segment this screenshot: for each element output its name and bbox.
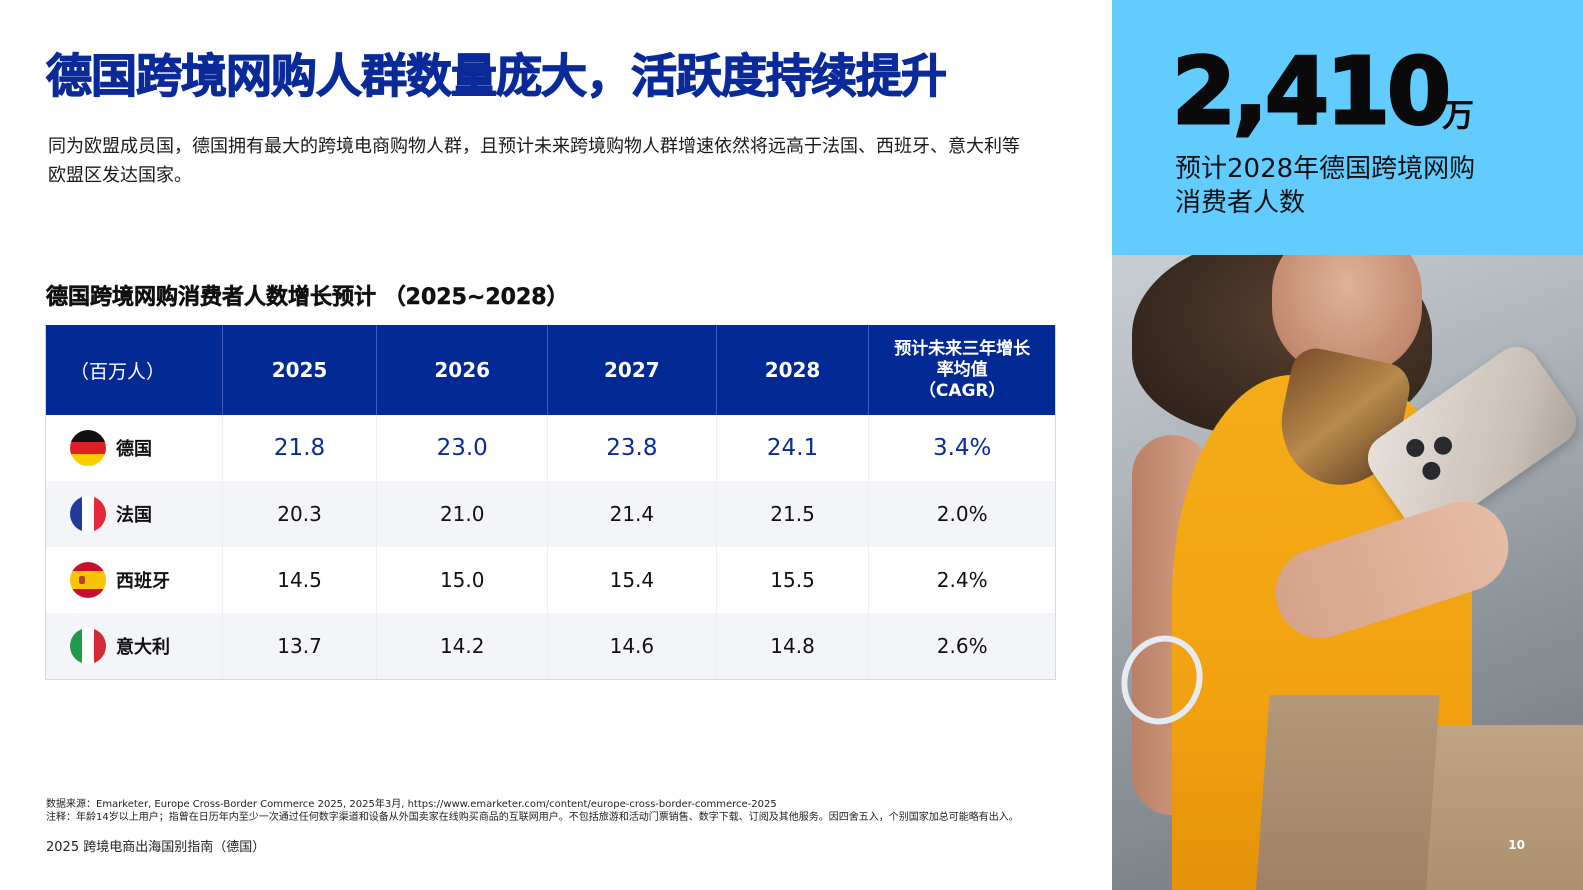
germany-flag-icon	[70, 430, 106, 466]
key-stat-label: 预计2028年德国跨境网购消费者人数	[1175, 154, 1476, 218]
value-cagr: 3.4%	[932, 435, 992, 461]
header-2028: 2028	[715, 325, 869, 415]
value-2028: 24.1	[766, 435, 819, 461]
value-2027: 14.6	[609, 634, 655, 658]
header-2027: 2027	[547, 325, 716, 415]
country-name: 意大利	[116, 637, 170, 658]
cagr-header-line2: 率均值	[936, 359, 988, 380]
value-2025: 21.8	[273, 435, 326, 461]
value-2026: 14.2	[439, 634, 485, 658]
page-title: 德国跨境网购人群数量庞大，活跃度持续提升	[45, 48, 947, 103]
value-2025: 20.3	[277, 502, 322, 526]
value-2028: 14.8	[770, 634, 815, 658]
data-source: 数据来源：Emarketer, Europe Cross-Border Comm…	[46, 799, 777, 810]
right-panel: 2,410 万 预计2028年德国跨境网购消费者人数 10	[1112, 0, 1583, 890]
italy-flag-icon	[70, 628, 106, 664]
consumer-growth-table: （百万人） 2025 2026 2027 2028 预计未来三年增长 率均值 （…	[45, 325, 1056, 680]
table-row: 西班牙 14.5 15.0 15.4 15.5 2.4%	[46, 547, 1055, 613]
header-2026: 2026	[376, 325, 547, 415]
table-row: 法国 20.3 21.0 21.4 21.5 2.0%	[46, 481, 1055, 547]
country-name: 德国	[116, 439, 152, 460]
value-2028: 21.5	[770, 502, 815, 526]
country-name: 西班牙	[116, 571, 170, 592]
value-2027: 23.8	[606, 435, 658, 461]
value-2026: 23.0	[436, 435, 488, 461]
shopper-photo: 10	[1112, 255, 1583, 890]
value-cagr: 2.6%	[936, 634, 988, 658]
table-row: 意大利 13.7 14.2 14.6 14.8 2.6%	[46, 613, 1055, 679]
value-2028: 15.5	[770, 568, 815, 592]
value-2025: 13.7	[277, 634, 322, 658]
page-number: 10	[1508, 838, 1525, 852]
value-2026: 21.0	[439, 502, 485, 526]
table-row: 德国 21.8 23.0 23.8 24.1 3.4%	[46, 415, 1055, 481]
value-2027: 21.4	[609, 502, 655, 526]
header-cagr: 预计未来三年增长 率均值 （CAGR）	[868, 325, 1055, 415]
country-name: 法国	[116, 505, 152, 526]
intro-paragraph: 同为欧盟成员国，德国拥有最大的跨境电商购物人群，且预计未来跨境购物人群增速依然将…	[48, 136, 1020, 186]
value-2027: 15.4	[609, 568, 655, 592]
shopping-bag-image	[1254, 695, 1440, 890]
france-flag-icon	[70, 496, 106, 532]
data-note: 注释：年龄14岁以上用户；指曾在日历年内至少一次通过任何数字渠道和设备从外国卖家…	[46, 812, 1019, 823]
key-stat-box: 2,410 万 预计2028年德国跨境网购消费者人数	[1112, 0, 1583, 255]
value-2026: 15.0	[439, 568, 485, 592]
unit-header: （百万人）	[70, 360, 166, 383]
header-2025: 2025	[221, 325, 377, 415]
spain-flag-icon	[70, 562, 106, 598]
footnotes: 数据来源：Emarketer, Europe Cross-Border Comm…	[46, 798, 1019, 824]
cagr-header-line3: （CAGR）	[918, 380, 1006, 401]
key-stat-unit: 万	[1442, 96, 1475, 134]
table-title: 德国跨境网购消费者人数增长预计 （2025~2028）	[46, 285, 569, 311]
document-footer: 2025 跨境电商出海国别指南（德国）	[46, 840, 266, 855]
value-cagr: 2.0%	[936, 502, 988, 526]
value-cagr: 2.4%	[936, 568, 988, 592]
cagr-header-line1: 预计未来三年增长	[894, 338, 1031, 359]
table-header-row: （百万人） 2025 2026 2027 2028 预计未来三年增长 率均值 （…	[46, 325, 1055, 415]
value-2025: 14.5	[277, 568, 322, 592]
key-stat-number: 2,410	[1170, 37, 1452, 147]
